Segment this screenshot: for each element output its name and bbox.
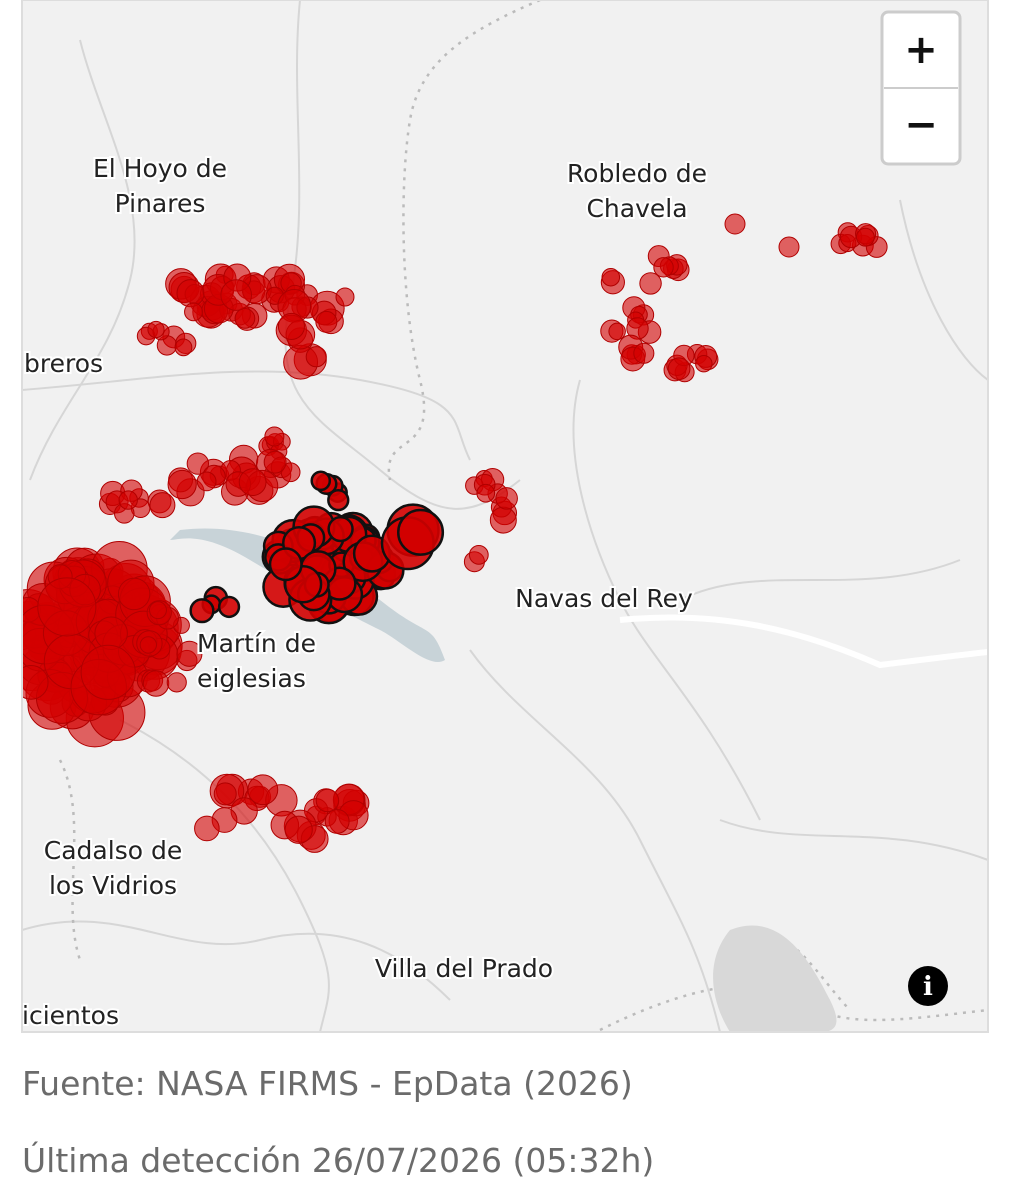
info-icon[interactable]: i (923, 972, 933, 1002)
fire-detection (397, 508, 445, 556)
fire-detection (186, 452, 210, 475)
fire-detection (264, 426, 285, 447)
fire-detection (94, 616, 128, 650)
fire-detection (147, 320, 165, 339)
fire-detection (176, 640, 203, 667)
fire-detection (37, 577, 97, 637)
fire-detection (149, 492, 176, 519)
fire-detection (247, 774, 279, 806)
fire-detection (667, 357, 691, 381)
fire-detection (608, 322, 626, 341)
fire-detection (489, 506, 517, 534)
fire-detection (327, 515, 354, 543)
last-detection: Última detección 26/07/2026 (05:32h) (22, 1141, 655, 1180)
place-label: Martín de (197, 629, 316, 658)
info-circle[interactable] (908, 966, 948, 1006)
fire-detection (80, 644, 136, 700)
info-button[interactable]: i (908, 966, 948, 1006)
fire-detection (633, 342, 655, 364)
place-label: icientos (22, 1001, 119, 1030)
place-label: breros (24, 349, 103, 378)
fire-detection (176, 279, 205, 308)
fire-detection (139, 636, 157, 654)
zoom-out[interactable]: − (904, 102, 938, 148)
place-label: Robledo de (567, 159, 707, 188)
fire-detection (327, 488, 350, 512)
fire-detection (238, 468, 267, 497)
fire-detection (167, 469, 197, 500)
fire-detection (310, 470, 332, 492)
fire-detections (22, 213, 888, 853)
fire-detection (324, 808, 350, 834)
fire-detection (601, 267, 621, 287)
fire-detection (315, 788, 340, 813)
fire-detection (268, 547, 303, 582)
urban-area (713, 925, 837, 1032)
fire-detection (495, 487, 518, 510)
fire-detection (184, 302, 203, 322)
fire-detection (166, 672, 187, 693)
borders (58, 0, 988, 1032)
fire-detection (194, 815, 220, 842)
place-label: Pinares (115, 189, 206, 218)
place-label: El Hoyo de (93, 154, 227, 183)
map-border (21, 0, 989, 1033)
fire-detection (778, 236, 800, 258)
highway (619, 614, 988, 669)
fire-detection (174, 338, 193, 357)
roads (22, 0, 988, 1032)
fire-detection (476, 483, 496, 503)
map-layer: El Hoyo de Pinares Robledo de Chavela breros… (22, 0, 988, 1032)
fire-detection (22, 664, 49, 700)
fire-detection (653, 257, 674, 278)
source: Fuente: NASA FIRMS - EpData (2026) (22, 1064, 633, 1103)
place-label: eiglesias (197, 664, 306, 693)
fire-detection (695, 354, 713, 373)
fire-detection (196, 471, 217, 492)
fire-detection (142, 670, 170, 697)
place-label: Navas del Rey (515, 584, 693, 613)
fire-detection (305, 346, 327, 368)
place-label: los Vidrios (49, 871, 177, 900)
fire-detection (148, 601, 167, 620)
fire-detection (220, 279, 252, 311)
fire-detection (335, 287, 355, 307)
place-labels: El Hoyo de Pinares Robledo de Chavela breros… (22, 152, 709, 1032)
fire-detection (724, 213, 746, 235)
fire-detection (280, 462, 301, 483)
fire-detection (234, 308, 256, 329)
zoom-in[interactable]: + (904, 27, 938, 73)
fire-detection (117, 577, 151, 611)
fire-detection (468, 544, 489, 565)
fire-detection (213, 782, 237, 806)
place-label: Villa del Prado (375, 954, 553, 983)
fire-detection (217, 595, 241, 619)
place-label: Cadalso de (44, 836, 182, 865)
fire-detection (263, 450, 287, 474)
fire-detection (284, 815, 313, 844)
fire-detection (639, 272, 662, 295)
place-label: Chavela (586, 194, 687, 223)
fire-detection (118, 490, 138, 510)
fire-detection (855, 227, 875, 247)
fire-detection (189, 598, 215, 624)
map: El Hoyo de Pinares Robledo de Chavela breros… (21, 0, 989, 1033)
fire-detection (277, 312, 305, 340)
fire-detection (315, 310, 338, 333)
zoom-control: + − (880, 10, 962, 166)
